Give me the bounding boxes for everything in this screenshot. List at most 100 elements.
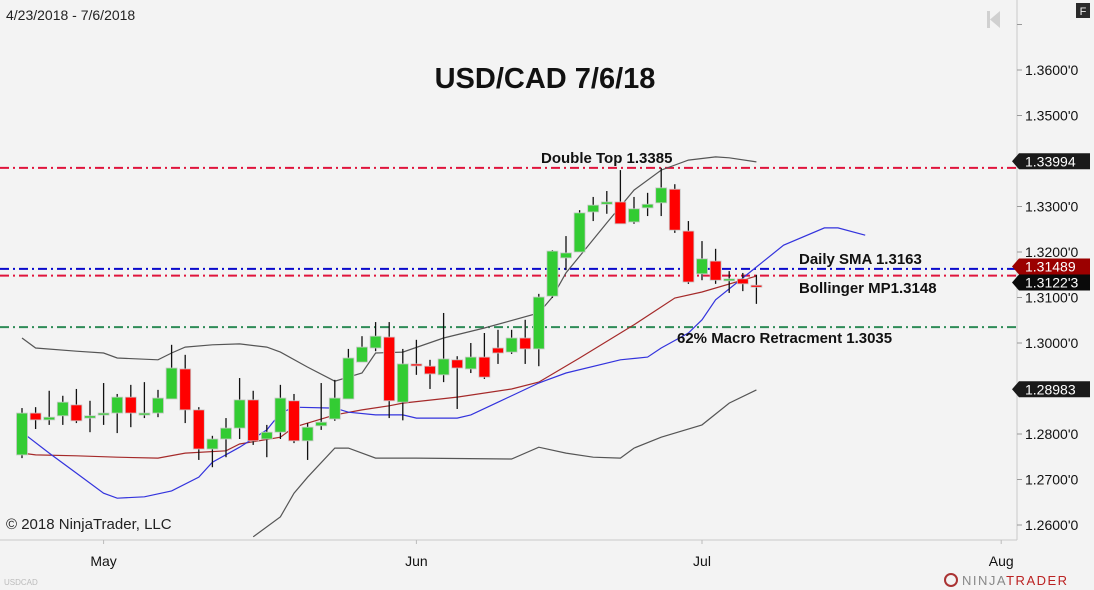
candle: [750, 274, 763, 304]
candle: [723, 271, 736, 293]
candle-body: [369, 335, 382, 349]
candle: [179, 354, 192, 424]
candle: [138, 382, 151, 419]
candle-body: [342, 357, 355, 400]
price-tag-text: 1.31489: [1025, 259, 1076, 275]
date-range: 4/23/2018 - 7/6/2018: [6, 7, 135, 23]
candle-body: [274, 397, 287, 433]
candle: [70, 388, 83, 424]
candle-body: [206, 438, 219, 450]
y-tick-label: 1.3000'0: [1025, 335, 1078, 351]
candle-body: [424, 365, 436, 375]
svg-text:F: F: [1080, 6, 1087, 18]
candle-body: [505, 337, 518, 353]
candle-body: [532, 296, 545, 350]
candle: [628, 196, 640, 224]
candle: [709, 248, 722, 284]
candle-body: [573, 212, 586, 253]
candle: [192, 407, 205, 460]
price-axis[interactable]: 1.3600'0 1.3500'0 1.3300'0 1.3200'0 1.3100'0…: [1017, 24, 1078, 534]
candle-body: [478, 356, 491, 378]
level-label: Bollinger MP1.3148: [799, 280, 937, 297]
candle-body: [301, 426, 314, 442]
candle-body: [696, 258, 708, 275]
candle: [356, 336, 368, 363]
candle-body: [668, 188, 681, 231]
candle: [29, 407, 42, 429]
candle: [655, 167, 668, 217]
candle-body: [179, 368, 192, 411]
candle-body: [29, 412, 42, 421]
scroll-to-start-icon[interactable]: [987, 11, 1000, 28]
candle: [519, 319, 532, 364]
candle: [478, 332, 491, 379]
candle: [165, 344, 178, 400]
candle-body: [97, 412, 110, 416]
candle: [247, 390, 260, 445]
f-button[interactable]: F: [1076, 3, 1090, 18]
chart-title: USD/CAD 7/6/18: [435, 63, 656, 95]
candle: [383, 322, 396, 419]
candle: [342, 348, 355, 400]
y-tick-label: 1.2600'0: [1025, 517, 1078, 533]
candle: [124, 384, 137, 428]
candle-body: [152, 397, 164, 414]
candle: [220, 418, 232, 458]
price-tag-bg: [1012, 153, 1090, 170]
candle-body: [111, 396, 124, 414]
candle: [16, 408, 28, 459]
price-tag-text: 1.33994: [1025, 153, 1076, 169]
candle: [641, 192, 654, 217]
time-axis[interactable]: May Jun Jul Aug: [90, 540, 1014, 569]
price-tag-bg: [1012, 258, 1090, 275]
level-label: 62% Macro Retracment 1.3035: [677, 330, 892, 347]
candle-body: [682, 230, 695, 283]
x-tick-label: Aug: [989, 553, 1014, 569]
candle: [315, 383, 328, 430]
candle-body: [124, 396, 137, 414]
y-tick-label: 1.3300'0: [1025, 199, 1078, 215]
y-tick-label: 1.2800'0: [1025, 426, 1078, 442]
candle: [696, 241, 708, 281]
upper-band-line: [21, 156, 757, 382]
y-tick-label: 1.3100'0: [1025, 290, 1078, 306]
candle-body: [587, 204, 600, 213]
ninjatrader-logo-icon: [944, 573, 958, 587]
instrument-watermark: USDCAD: [4, 578, 38, 587]
copyright: © 2018 NinjaTrader, LLC: [6, 516, 172, 533]
level-label: Double Top 1.3385: [541, 150, 672, 167]
candle: [614, 170, 627, 225]
candle-body: [464, 356, 477, 370]
candle-body: [723, 278, 736, 282]
price-tag: 1.3122'3: [1012, 274, 1090, 291]
candle-body: [233, 399, 246, 429]
candle-body: [437, 358, 450, 376]
candle-body: [138, 412, 151, 416]
candle: [233, 378, 246, 440]
price-tag: 1.28983: [1012, 381, 1090, 398]
candle: [505, 329, 518, 354]
candle-body: [396, 363, 409, 403]
candle: [600, 191, 613, 214]
candle: [532, 293, 545, 367]
candle: [492, 329, 504, 364]
candle-body: [192, 409, 205, 450]
candle: [206, 435, 219, 468]
candle-body: [84, 415, 96, 419]
candle: [111, 393, 124, 434]
candle-body: [614, 201, 627, 225]
candle-body: [655, 187, 668, 204]
candle-body: [356, 346, 368, 363]
candle: [369, 322, 382, 352]
candle-body: [220, 427, 232, 440]
candle-body: [247, 399, 260, 442]
candle-body: [546, 250, 559, 297]
horizontal-lines: [0, 166, 1017, 329]
candle: [56, 395, 69, 425]
candle-body: [641, 203, 654, 209]
candle: [464, 343, 477, 374]
candle-body: [16, 412, 28, 456]
price-tag-bg: [1012, 381, 1090, 398]
candle: [682, 221, 695, 284]
